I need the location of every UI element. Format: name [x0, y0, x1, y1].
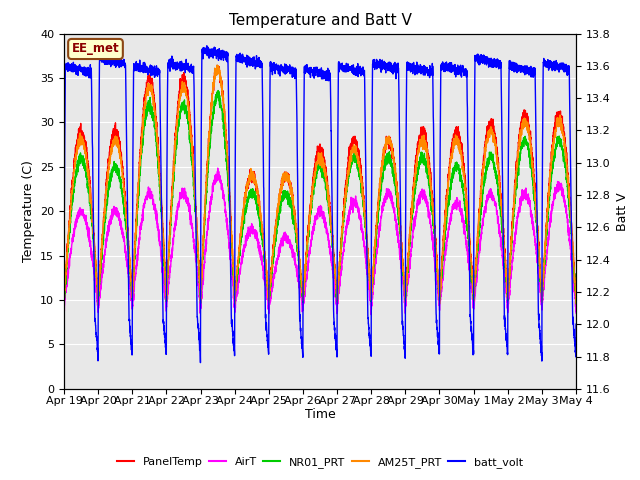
AM25T_PRT — [60, 300, 68, 306]
batt_volt — [572, 321, 580, 327]
AM25T_PRT — [464, 218, 472, 224]
batt_volt — [406, 68, 414, 74]
PanelTemp — [572, 292, 579, 298]
Line: PanelTemp: PanelTemp — [64, 65, 576, 306]
NR01_PRT — [572, 301, 580, 307]
AM25T_PRT — [94, 301, 102, 307]
AirT — [367, 312, 375, 318]
batt_volt — [301, 67, 308, 73]
AirT — [301, 289, 308, 295]
NR01_PRT — [214, 88, 222, 94]
batt_volt — [60, 346, 68, 351]
PanelTemp — [464, 212, 472, 218]
batt_volt — [572, 348, 579, 353]
AM25T_PRT — [301, 269, 308, 275]
batt_volt — [203, 43, 211, 48]
NR01_PRT — [301, 279, 308, 285]
PanelTemp — [435, 280, 442, 286]
PanelTemp — [152, 114, 160, 120]
Text: EE_met: EE_met — [72, 42, 119, 56]
PanelTemp — [213, 62, 221, 68]
Y-axis label: Temperature (C): Temperature (C) — [22, 160, 35, 262]
AM25T_PRT — [152, 122, 160, 128]
NR01_PRT — [60, 292, 68, 298]
AM25T_PRT — [213, 62, 221, 68]
PanelTemp — [60, 298, 68, 304]
PanelTemp — [406, 224, 414, 230]
PanelTemp — [301, 275, 308, 281]
batt_volt — [152, 69, 160, 74]
AirT — [572, 310, 580, 316]
AM25T_PRT — [435, 286, 442, 292]
Title: Temperature and Batt V: Temperature and Batt V — [228, 13, 412, 28]
AirT — [406, 261, 414, 266]
NR01_PRT — [406, 233, 414, 239]
PanelTemp — [572, 294, 580, 300]
NR01_PRT — [464, 226, 472, 232]
AirT — [152, 216, 160, 221]
NR01_PRT — [435, 285, 442, 291]
AirT — [60, 307, 68, 312]
AM25T_PRT — [572, 290, 579, 296]
PanelTemp — [504, 303, 511, 309]
batt_volt — [196, 360, 204, 365]
Line: AirT: AirT — [64, 168, 576, 315]
Line: batt_volt: batt_volt — [64, 46, 576, 362]
AM25T_PRT — [406, 227, 414, 232]
AM25T_PRT — [572, 300, 580, 306]
AirT — [214, 165, 221, 171]
batt_volt — [435, 338, 442, 344]
AirT — [464, 250, 472, 255]
batt_volt — [464, 132, 472, 138]
Legend: PanelTemp, AirT, NR01_PRT, AM25T_PRT, batt_volt: PanelTemp, AirT, NR01_PRT, AM25T_PRT, ba… — [113, 452, 527, 472]
NR01_PRT — [152, 138, 160, 144]
AirT — [572, 304, 579, 310]
NR01_PRT — [572, 284, 579, 289]
Line: NR01_PRT: NR01_PRT — [64, 91, 576, 304]
Y-axis label: Batt V: Batt V — [616, 192, 629, 230]
AirT — [435, 290, 442, 296]
X-axis label: Time: Time — [305, 408, 335, 421]
Line: AM25T_PRT: AM25T_PRT — [64, 65, 576, 304]
